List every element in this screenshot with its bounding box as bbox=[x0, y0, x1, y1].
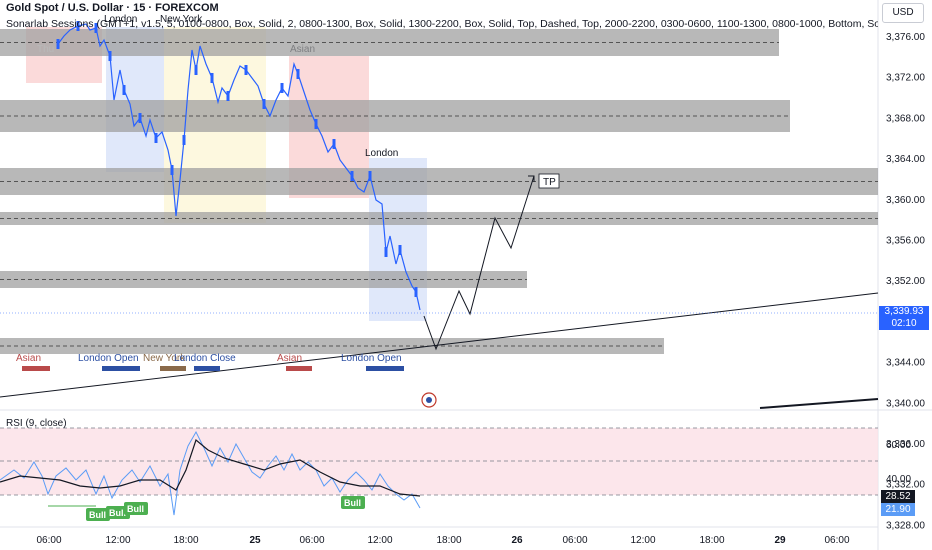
rsi-value-tag: 28.52 bbox=[881, 490, 915, 503]
time-tick-0: 06:00 bbox=[36, 535, 61, 546]
rsi-signal-tag: 21.90 bbox=[881, 503, 915, 516]
tp-label: TP bbox=[543, 177, 556, 188]
candle-33 bbox=[226, 91, 230, 101]
bull-signal-box-2 bbox=[124, 502, 148, 515]
candle-6 bbox=[94, 23, 98, 33]
candle-42 bbox=[280, 83, 284, 93]
candle-3 bbox=[76, 21, 80, 31]
candle-48 bbox=[314, 119, 318, 129]
zone-box-4 bbox=[0, 271, 527, 288]
session-legend-5: London Open bbox=[341, 353, 402, 364]
session-legend-0: Asian bbox=[16, 353, 41, 364]
bull-signal-box-3 bbox=[341, 496, 365, 509]
session-marker-4 bbox=[286, 366, 312, 371]
price-tick-5: 3,356.00 bbox=[886, 236, 925, 247]
rsi-tick-0: 60.00 bbox=[886, 440, 911, 451]
price-tick-8: 3,344.00 bbox=[886, 358, 925, 369]
current-price-countdown: 02:10 bbox=[891, 318, 917, 329]
candle-18 bbox=[154, 133, 158, 143]
time-tick-12: 06:00 bbox=[824, 535, 849, 546]
price-tick-12: 3,328.00 bbox=[886, 520, 925, 531]
currency-button[interactable]: USD bbox=[882, 3, 924, 23]
price-tick-0: 3,376.00 bbox=[886, 32, 925, 43]
time-tick-5: 12:00 bbox=[367, 535, 392, 546]
rsi-signal-line bbox=[0, 430, 421, 516]
price-tick-3: 3,364.00 bbox=[886, 154, 925, 165]
time-tick-4: 06:00 bbox=[299, 535, 324, 546]
price-tick-1: 3,372.00 bbox=[886, 73, 925, 84]
candle-66 bbox=[414, 287, 418, 297]
session-marker-5 bbox=[366, 366, 404, 371]
trendline-bold bbox=[759, 398, 879, 409]
rsi-label: RSI (9, close) bbox=[6, 418, 67, 429]
candle-45 bbox=[296, 69, 300, 79]
candle-12 bbox=[122, 85, 126, 95]
zone-box-2 bbox=[0, 168, 878, 195]
current-price-tag: 3,339.93 02:10 bbox=[879, 306, 929, 330]
symbol-title: Gold Spot / U.S. Dollar · 15 · FOREXCOM bbox=[6, 2, 219, 14]
session-legend-4: Asian bbox=[277, 353, 302, 364]
rsi-band bbox=[0, 428, 878, 495]
candle-51 bbox=[332, 139, 336, 149]
session-label-2: New York bbox=[160, 14, 203, 25]
rsi-tick-1: 40.00 bbox=[886, 474, 911, 485]
time-tick-6: 18:00 bbox=[436, 535, 461, 546]
candle-0 bbox=[56, 39, 60, 49]
session-marker-1 bbox=[102, 366, 140, 371]
bull-signal-label-2: Bull bbox=[127, 504, 144, 514]
zone-box-3 bbox=[0, 212, 878, 225]
candle-54 bbox=[350, 171, 354, 181]
time-tick-2: 18:00 bbox=[173, 535, 198, 546]
projection-path bbox=[423, 175, 535, 351]
candle-15 bbox=[138, 113, 142, 123]
bull-signal-label-0: Bull bbox=[89, 510, 106, 520]
time-tick-3: 25 bbox=[249, 535, 261, 546]
time-tick-8: 06:00 bbox=[562, 535, 587, 546]
session-marker-0 bbox=[22, 366, 50, 371]
current-price-value: 3,339.93 bbox=[884, 306, 924, 317]
time-tick-10: 18:00 bbox=[699, 535, 724, 546]
candle-39 bbox=[262, 99, 266, 109]
price-series bbox=[57, 23, 421, 311]
zone-box-0 bbox=[0, 29, 779, 56]
candle-36 bbox=[244, 65, 248, 75]
price-tick-11: 3,332.00 bbox=[886, 480, 925, 491]
session-marker-2 bbox=[160, 366, 186, 371]
bull-signal-box-0 bbox=[86, 508, 110, 521]
tp-label-box bbox=[538, 173, 560, 189]
bull-signal-label-3: Bull bbox=[344, 498, 361, 508]
time-tick-9: 12:00 bbox=[630, 535, 655, 546]
price-tick-6: 3,352.00 bbox=[886, 276, 925, 287]
tradingview-logo-dot bbox=[426, 397, 432, 403]
session-legend-1: London Open bbox=[78, 353, 139, 364]
bull-signal-label-1: Bull bbox=[109, 508, 126, 518]
price-tick-10: 3,336.00 bbox=[886, 439, 925, 450]
session-legend-2: New York bbox=[143, 353, 186, 364]
candle-9 bbox=[108, 51, 112, 61]
candle-24 bbox=[182, 135, 186, 145]
projection-arrowhead bbox=[528, 175, 535, 182]
time-tick-7: 26 bbox=[511, 535, 523, 546]
time-tick-11: 29 bbox=[774, 535, 786, 546]
price-tick-9: 3,340.00 bbox=[886, 398, 925, 409]
candle-63 bbox=[398, 245, 402, 255]
indicator-legend: Sonarlab Sessions (GMT+1, v1.5, 5, 0100-… bbox=[6, 18, 878, 30]
trendline-support bbox=[0, 292, 879, 398]
time-tick-1: 12:00 bbox=[105, 535, 130, 546]
candle-57 bbox=[368, 171, 372, 181]
session-marker-3 bbox=[194, 366, 220, 371]
candle-60 bbox=[384, 247, 388, 257]
price-tick-2: 3,368.00 bbox=[886, 113, 925, 124]
price-tick-4: 3,360.00 bbox=[886, 195, 925, 206]
session-legend-3: London Close bbox=[174, 353, 236, 364]
session-label-4: London bbox=[365, 148, 398, 159]
rsi-line bbox=[0, 438, 421, 497]
candle-27 bbox=[194, 65, 198, 75]
candle-21 bbox=[170, 165, 174, 175]
candle-30 bbox=[210, 73, 214, 83]
session-label-1: London bbox=[104, 14, 137, 25]
symbol-name: Gold Spot / U.S. Dollar · 15 · FOREXCOM bbox=[6, 2, 219, 14]
